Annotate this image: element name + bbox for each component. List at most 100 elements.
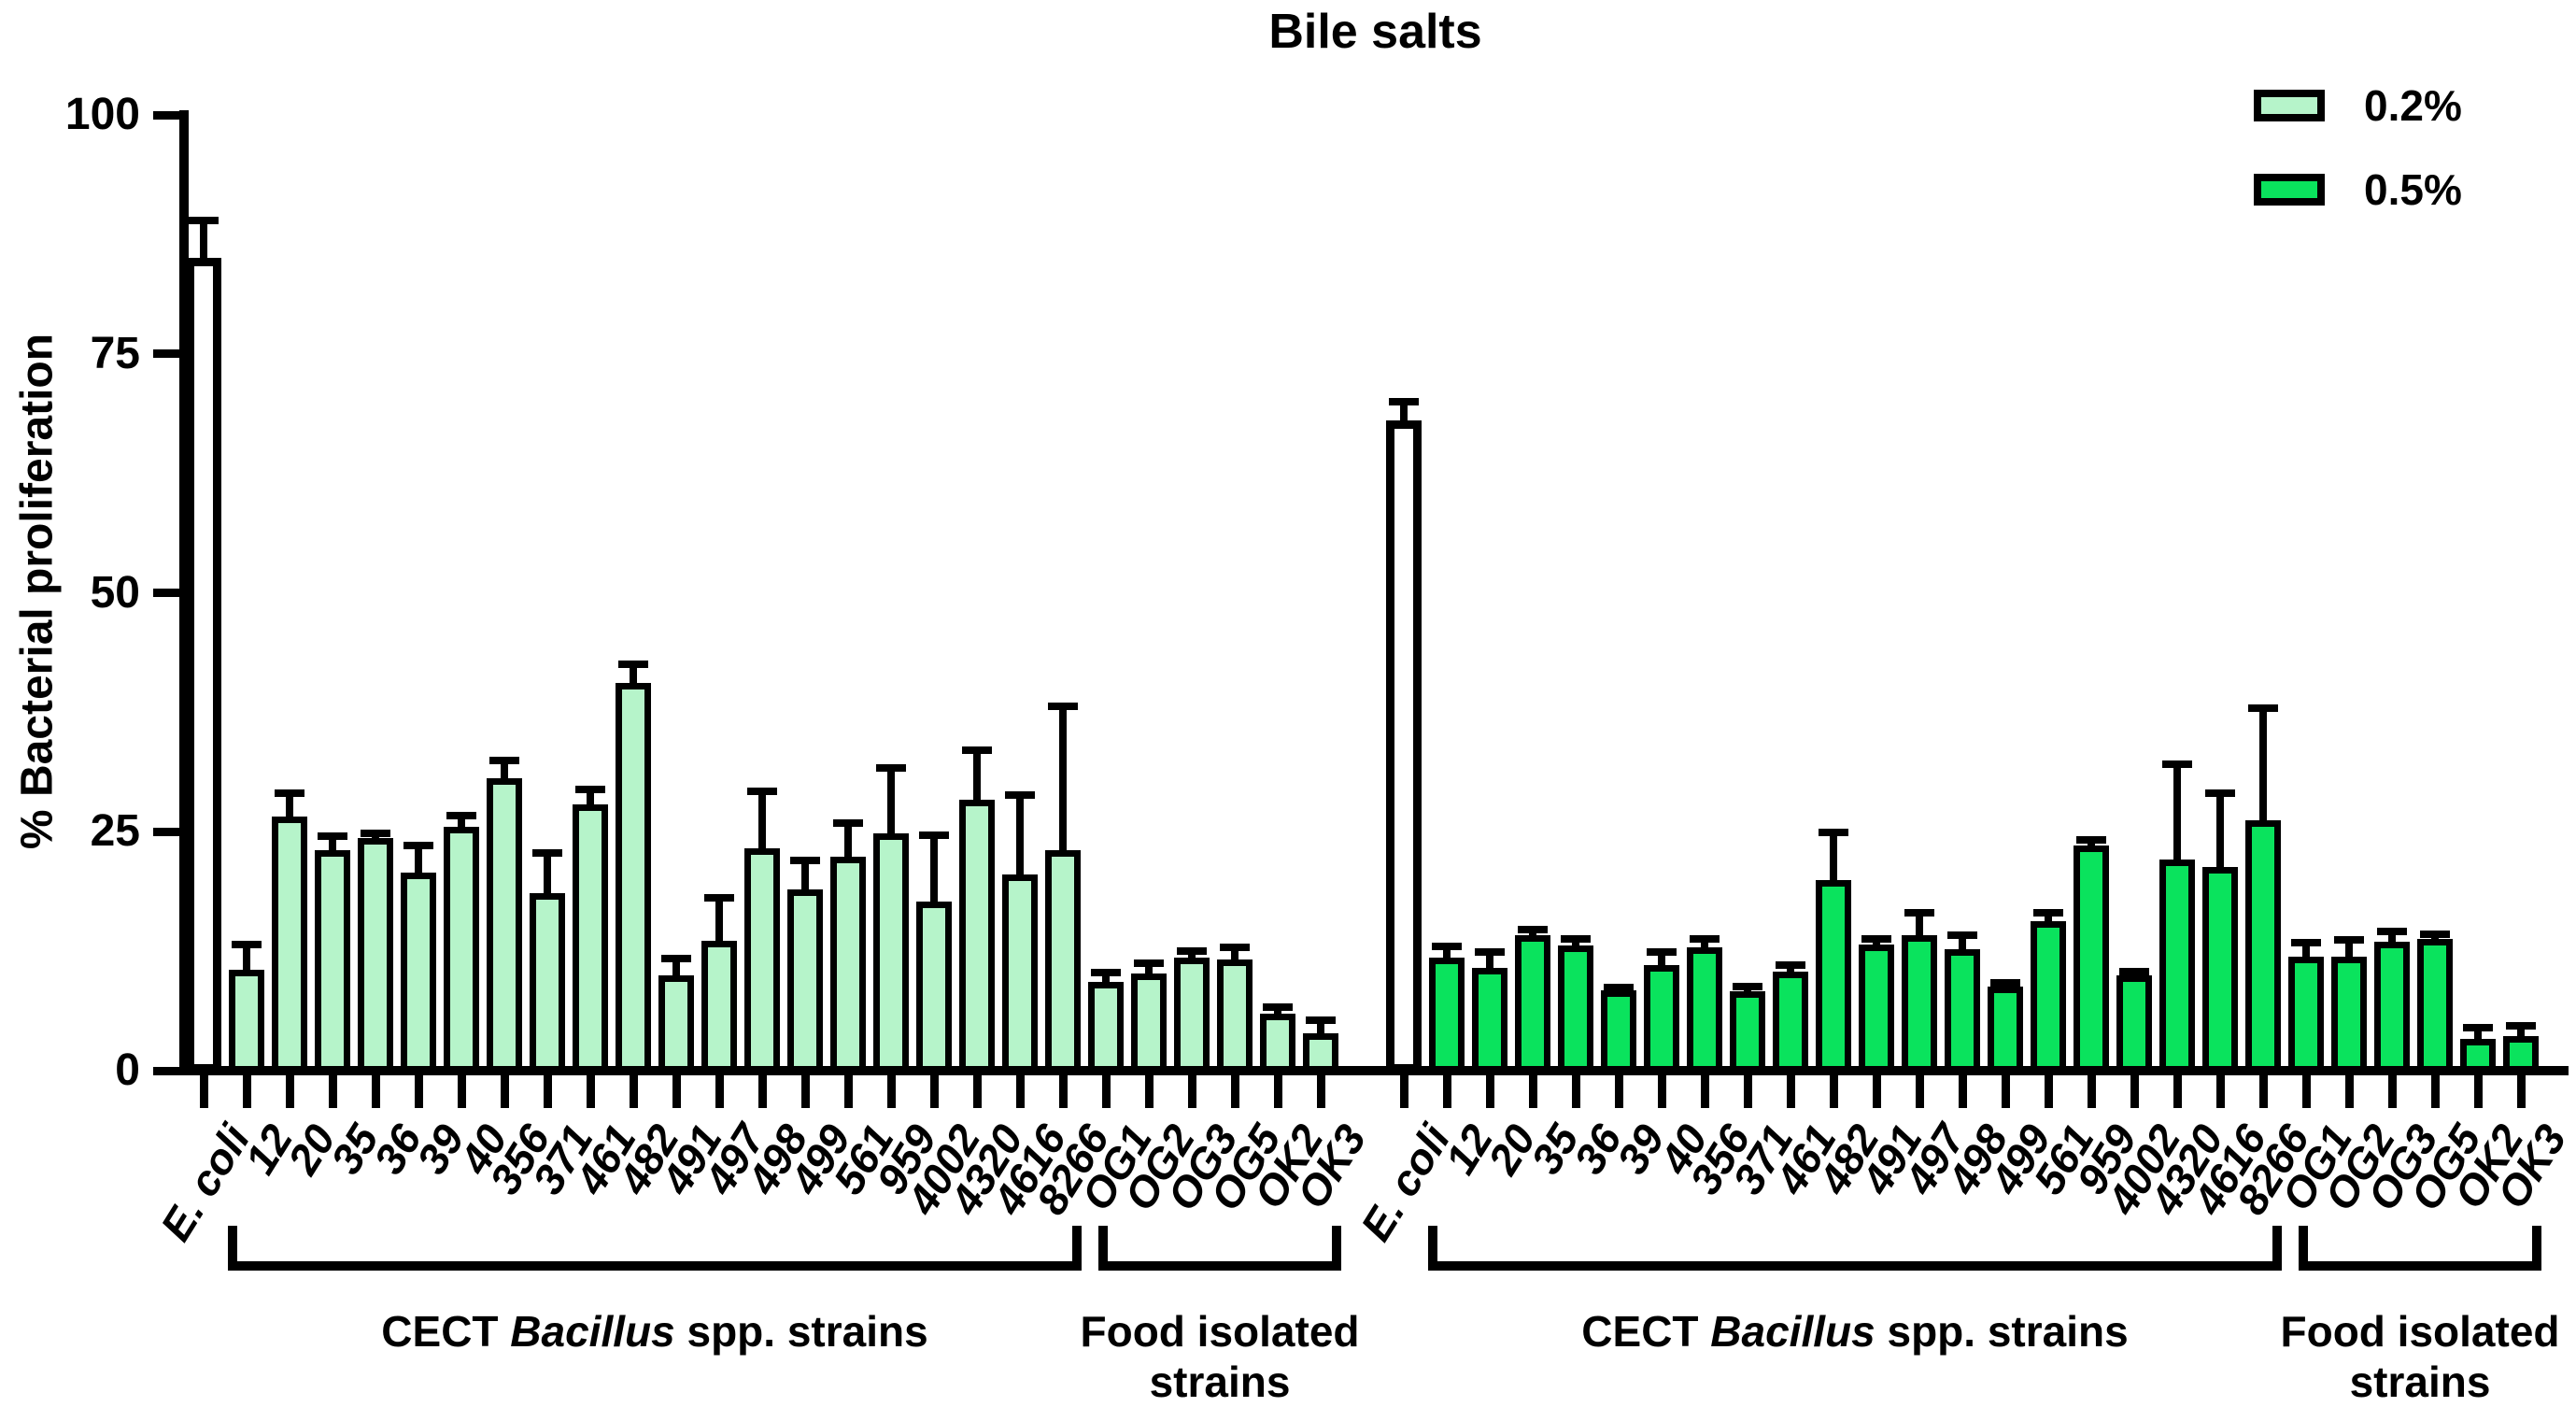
x-tick-0.5%-39 [1615,1074,1623,1108]
bar-0.5%-482 [1816,880,1851,1073]
x-tick-0.2%-4002 [930,1074,939,1108]
bar-0.5%-498 [1945,949,1980,1073]
error-cap-0.2%-4002 [919,831,949,840]
bar-0.5%-og1 [2288,957,2324,1073]
y-tick-0 [153,1066,181,1075]
error-cap-0.2%-ok3 [1306,1016,1336,1024]
bracket-cect-strains [1428,1226,2282,1271]
error-cap-0.5%-og2 [2334,935,2364,944]
error-cap-0.5%-498 [1947,931,1977,939]
bar-0.2%-12 [229,969,264,1073]
x-tick-0.2%-491 [672,1074,681,1108]
y-tick-100 [153,110,181,120]
error-bar-0.2%-20 [286,793,293,817]
error-cap-0.2%-og5 [1220,944,1250,952]
x-tick-0.5%-8266 [2259,1074,2268,1108]
error-bar-0.5%-356 [1701,938,1708,948]
bar-0.5%-12 [1429,958,1465,1073]
bar-0.2%-482 [616,682,651,1073]
bracket-label-food-isolated-strains: Food isolated strains [2280,1307,2560,1406]
bar-0.5%-og5 [2417,938,2453,1073]
bar-0.5%-20 [1472,967,1507,1073]
bar-0.5%-461 [1773,971,1808,1073]
bar-0.2%-ok3 [1303,1033,1338,1073]
error-cap-0.5%-og5 [2420,930,2450,938]
legend-swatch-0.5-icon [2254,174,2325,206]
error-bar-0.5%-561 [2045,913,2052,922]
y-tick-label-0: 0 [115,1045,140,1095]
error-bar-0.2%-4320 [973,750,981,801]
x-tick-0.5%-959 [2088,1074,2096,1108]
y-tick-50 [153,589,181,597]
legend-swatch-0.2-icon [2254,90,2325,121]
bracket-food-isolated-strains [2299,1226,2541,1271]
x-tick-0.2%-39 [415,1074,423,1108]
x-tick-0.5%-og2 [2345,1074,2354,1108]
bar-0.5%-40 [1644,965,1679,1073]
error-cap-0.2%-4320 [962,746,992,755]
error-cap-0.2%-371 [532,848,562,857]
bar-0.5%-ok3 [2503,1036,2539,1073]
bar-0.5%-35 [1515,934,1550,1073]
bracket-food-isolated-strains [1098,1226,1341,1271]
bar-0.2%-356 [487,777,522,1073]
error-cap-0.5%-39 [1604,983,1634,991]
error-bar-0.2%-12 [243,944,250,970]
error-bar-0.5%-20 [1486,952,1493,968]
error-cap-0.2%-og1 [1091,968,1121,976]
error-cap-0.2%-497 [704,893,734,902]
error-bar-0.2%-561 [844,823,852,857]
error-cap-0.2%-498 [747,788,777,796]
error-bar-0.5%-og1 [2302,942,2310,958]
bar-0.2%-ok2 [1260,1013,1295,1073]
error-bar-0.2%-491 [672,959,680,975]
x-tick-0.2%-ok2 [1274,1074,1282,1108]
x-tick-0.5%-498 [1959,1074,1967,1108]
bracket-cect-strains [228,1226,1082,1271]
bar-0.2%-4616 [1002,874,1038,1073]
error-bar-0.5%-og2 [2345,939,2353,958]
error-bar-0.2%-8266 [1059,706,1067,850]
error-bar-0.2%-39 [415,845,422,874]
error-cap-0.5%-e-coli [1389,397,1419,405]
bracket-label-cect-strains: CECT Bacillus spp. strains [381,1307,928,1356]
error-cap-0.5%-ok3 [2506,1021,2536,1030]
error-cap-0.2%-40 [446,811,476,819]
error-bar-0.2%-461 [587,789,594,804]
error-bar-0.2%-ok3 [1317,1019,1324,1034]
x-tick-0.2%-561 [844,1074,853,1108]
bar-0.2%-4320 [959,800,995,1073]
bar-0.2%-og1 [1088,981,1124,1073]
x-tick-0.2%-4320 [973,1074,982,1108]
x-tick-0.5%-482 [1830,1074,1838,1108]
error-bar-0.2%-35 [329,836,336,850]
x-tick-0.2%-og2 [1145,1074,1154,1108]
error-cap-0.2%-356 [489,756,519,764]
bar-0.2%-461 [573,803,608,1073]
x-tick-0.5%-20 [1486,1074,1494,1108]
error-cap-0.5%-561 [2033,909,2063,917]
bar-0.5%-4616 [2202,867,2238,1073]
error-cap-0.5%-4616 [2205,789,2235,798]
error-cap-0.5%-8266 [2248,704,2278,713]
error-cap-0.5%-20 [1475,948,1505,957]
error-bar-0.2%-og2 [1145,963,1153,974]
bar-0.2%-491 [658,974,694,1073]
error-bar-0.2%-959 [887,767,895,834]
error-cap-0.2%-461 [575,786,605,794]
error-cap-0.5%-499 [1990,978,2020,987]
error-bar-0.5%-ok2 [2474,1027,2482,1040]
bar-0.5%-491 [1859,944,1894,1073]
x-tick-0.5%-e-coli [1400,1074,1408,1108]
x-tick-0.5%-561 [2045,1074,2053,1108]
error-cap-0.5%-959 [2076,836,2106,845]
bar-0.5%-og2 [2331,957,2367,1073]
bar-0.2%-959 [873,833,909,1073]
x-tick-0.2%-356 [501,1074,509,1108]
bar-0.2%-8266 [1045,849,1081,1073]
bar-0.2%-499 [787,888,823,1073]
y-tick-label-75: 75 [90,328,140,378]
error-cap-0.2%-20 [275,789,304,798]
y-axis-line [179,110,189,1075]
bar-0.5%-561 [2031,921,2066,1073]
